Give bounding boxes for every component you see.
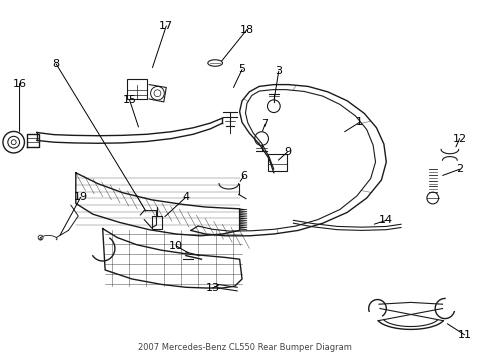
Text: 19: 19: [74, 192, 87, 202]
Text: 3: 3: [275, 66, 282, 76]
Text: 18: 18: [240, 24, 253, 35]
Text: 9: 9: [284, 147, 290, 157]
Text: 11: 11: [457, 330, 470, 340]
Bar: [127, 79, 146, 99]
Text: 2: 2: [455, 164, 462, 174]
Text: 12: 12: [452, 134, 466, 144]
Bar: [267, 154, 286, 171]
Text: 14: 14: [379, 215, 392, 225]
Bar: [151, 216, 162, 229]
Text: 6: 6: [240, 171, 246, 181]
Text: 16: 16: [13, 78, 26, 89]
Text: 15: 15: [122, 95, 136, 105]
Text: 5: 5: [238, 64, 245, 75]
Text: 8: 8: [53, 59, 60, 69]
Text: 4: 4: [182, 192, 189, 202]
Text: 13: 13: [205, 283, 219, 293]
Text: 1: 1: [355, 117, 362, 127]
Text: 2007 Mercedes-Benz CL550 Rear Bumper Diagram: 2007 Mercedes-Benz CL550 Rear Bumper Dia…: [137, 343, 351, 352]
Text: 17: 17: [159, 21, 173, 31]
Text: 7: 7: [261, 119, 268, 129]
Text: 10: 10: [169, 241, 183, 251]
